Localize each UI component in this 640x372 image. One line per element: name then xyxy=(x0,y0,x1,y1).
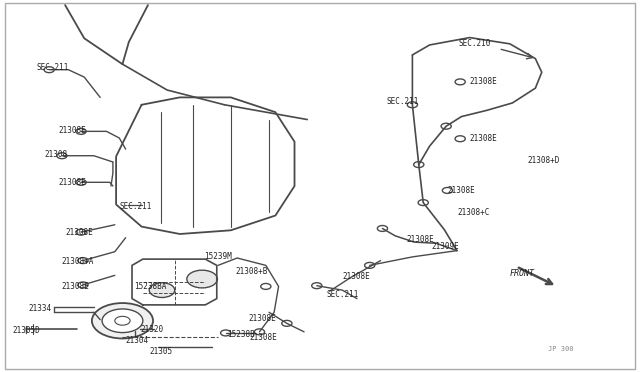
Text: 21308E: 21308E xyxy=(470,77,497,86)
Circle shape xyxy=(365,262,375,268)
Circle shape xyxy=(260,283,271,289)
Text: 21308+B: 21308+B xyxy=(236,267,268,276)
Circle shape xyxy=(455,136,465,142)
Text: 21308E: 21308E xyxy=(406,235,434,244)
Text: 21308+D: 21308+D xyxy=(527,156,559,166)
Circle shape xyxy=(455,79,465,85)
Text: 21320: 21320 xyxy=(140,326,163,334)
Text: 21308+C: 21308+C xyxy=(457,208,490,217)
Text: 21308+A: 21308+A xyxy=(62,257,94,266)
Circle shape xyxy=(418,200,428,206)
Text: 21308E: 21308E xyxy=(59,126,86,135)
Circle shape xyxy=(76,128,86,134)
Text: 21308E: 21308E xyxy=(248,314,276,323)
Text: SEC.211: SEC.211 xyxy=(326,291,359,299)
Text: 15238B: 15238B xyxy=(228,330,255,339)
Text: 21304: 21304 xyxy=(125,336,148,345)
Text: 15238BA: 15238BA xyxy=(134,282,166,291)
Text: SEC.211: SEC.211 xyxy=(36,63,69,72)
Circle shape xyxy=(92,303,153,339)
Text: 21308E: 21308E xyxy=(59,178,86,187)
Text: 21308E: 21308E xyxy=(342,272,370,281)
Text: SEC.211: SEC.211 xyxy=(387,97,419,106)
Circle shape xyxy=(312,283,322,289)
Text: 21309E: 21309E xyxy=(431,243,460,251)
Circle shape xyxy=(76,179,86,185)
Circle shape xyxy=(57,153,67,159)
Circle shape xyxy=(441,123,451,129)
Text: 21308E: 21308E xyxy=(250,333,278,342)
Circle shape xyxy=(78,258,88,263)
Circle shape xyxy=(102,309,143,333)
Circle shape xyxy=(413,161,424,167)
Text: 21334: 21334 xyxy=(28,304,51,313)
Text: FRONT: FRONT xyxy=(510,269,535,278)
Text: JP 300: JP 300 xyxy=(548,346,573,352)
Circle shape xyxy=(115,316,130,325)
Text: 21308E: 21308E xyxy=(62,282,90,291)
Text: 15239M: 15239M xyxy=(204,251,232,261)
Circle shape xyxy=(378,225,388,231)
Text: 21305D: 21305D xyxy=(13,326,40,335)
Text: 21308: 21308 xyxy=(45,150,68,159)
Text: SEC.211: SEC.211 xyxy=(119,202,152,211)
Circle shape xyxy=(407,102,417,108)
Circle shape xyxy=(76,229,86,235)
Text: 21308E: 21308E xyxy=(447,186,475,195)
Circle shape xyxy=(282,320,292,326)
Text: SEC.210: SEC.210 xyxy=(459,39,492,48)
Circle shape xyxy=(78,282,88,288)
Circle shape xyxy=(187,270,218,288)
Text: 21305: 21305 xyxy=(150,347,173,356)
Circle shape xyxy=(442,187,452,193)
Text: 21308E: 21308E xyxy=(470,134,497,143)
Circle shape xyxy=(44,67,54,73)
Text: 21308E: 21308E xyxy=(65,228,93,237)
Circle shape xyxy=(221,330,231,336)
Circle shape xyxy=(254,329,264,335)
Circle shape xyxy=(149,283,175,298)
